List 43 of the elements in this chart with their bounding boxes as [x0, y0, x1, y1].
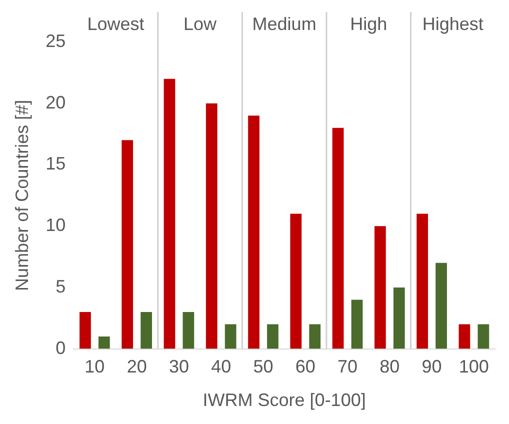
y-axis-title: Number of Countries [#]	[12, 100, 32, 291]
x-tick-label: 80	[380, 356, 400, 377]
y-tick-label: 5	[56, 276, 66, 296]
x-tick-label: 100	[458, 356, 489, 377]
bar	[458, 324, 470, 349]
y-tick-label: 20	[46, 92, 66, 112]
bar	[224, 324, 236, 349]
y-tick-label: 25	[46, 30, 66, 51]
bar	[436, 262, 447, 349]
bar	[290, 214, 302, 349]
text: Low	[184, 14, 218, 34]
bar	[309, 324, 321, 349]
bar	[182, 312, 194, 349]
text: High	[350, 14, 388, 34]
y-tick-label: 10	[46, 215, 66, 236]
bar	[478, 324, 490, 349]
x-tick-label: 40	[211, 356, 232, 377]
x-tick-label: 90	[422, 356, 442, 377]
x-tick-label: 50	[253, 356, 274, 377]
bar	[122, 140, 134, 349]
x-tick-label: 10	[84, 356, 105, 377]
text: Lowest	[87, 14, 144, 34]
x-tick-label: 30	[168, 356, 189, 377]
y-tick-label: 15	[46, 154, 66, 174]
x-tick-label: 60	[295, 356, 316, 377]
bar	[267, 324, 278, 349]
y-tick-label: 0	[56, 338, 66, 358]
bar	[332, 128, 344, 349]
bar	[80, 312, 91, 349]
bar	[248, 116, 260, 349]
bar	[140, 312, 152, 349]
x-axis-title: IWRM Score [0-100]	[202, 390, 366, 410]
x-tick-label: 70	[338, 356, 358, 377]
text: Medium	[252, 14, 316, 34]
bar	[374, 226, 386, 349]
bar	[416, 214, 428, 349]
bar	[164, 78, 176, 349]
bar	[393, 287, 405, 349]
bar	[206, 103, 218, 349]
bar	[351, 300, 363, 349]
x-tick-label: 20	[126, 356, 147, 377]
bar	[98, 336, 110, 349]
text: Highest	[422, 14, 484, 34]
